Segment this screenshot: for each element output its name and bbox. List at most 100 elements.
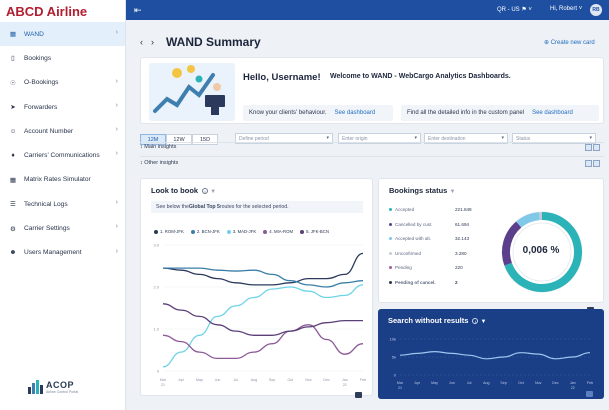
- info-icon[interactable]: i: [472, 318, 479, 325]
- chevron-right-icon: ›: [115, 126, 118, 134]
- main-insights-label: Main insights: [144, 144, 177, 150]
- status-row: Unconfirmed 3.280: [389, 251, 467, 256]
- x-tick-label: Jul: [467, 381, 472, 385]
- period-option-12m[interactable]: 12M: [140, 134, 166, 145]
- sidebar-item-carriers-communications[interactable]: ♦ Carriers' Communications ›: [0, 143, 125, 167]
- other-insights-toggle[interactable]: ↕ Other insights: [140, 160, 178, 166]
- list-view-icon[interactable]: [593, 144, 600, 151]
- status-dropdown-text: Status: [516, 135, 531, 142]
- y-tick-label: 2.0: [153, 285, 159, 290]
- chevron-right-icon: ›: [115, 199, 118, 207]
- destination-dropdown[interactable]: Enter destination ▾: [424, 133, 508, 144]
- sidebar-item-account-number[interactable]: ☺ Account Number ›: [0, 119, 125, 143]
- x-tick-label-year: 21: [161, 383, 165, 387]
- legend-swatch: [154, 229, 158, 234]
- avatar[interactable]: RB: [590, 4, 602, 16]
- period-option-12w[interactable]: 12W: [166, 134, 192, 145]
- sidebar-item-label: Users Management: [24, 249, 82, 257]
- filter-icon[interactable]: ▼: [449, 189, 456, 195]
- see-dashboard-link[interactable]: See dashboard: [532, 110, 573, 116]
- comment-icon[interactable]: [355, 392, 362, 398]
- status-row: Pending 220: [389, 265, 463, 270]
- sidebar-item-matrix-rates-simulator[interactable]: ▦ Matrix Rates Simulator: [0, 168, 125, 192]
- sidebar-item-forwarders[interactable]: ➤ Forwarders ›: [0, 95, 125, 119]
- status-label: Pending of cancel.: [395, 279, 436, 285]
- x-tick-label: Feb: [360, 378, 366, 382]
- caret-down-icon: ▾: [501, 135, 504, 141]
- legend-item[interactable]: 2. BCN-JFK: [190, 229, 220, 234]
- list-view-icon[interactable]: [593, 160, 600, 167]
- sidebar-item-label: O-Bookings: [24, 79, 59, 87]
- chevron-right-icon: ›: [115, 223, 118, 231]
- x-tick-label: May: [196, 378, 203, 382]
- status-dot: [389, 222, 392, 226]
- legend-item[interactable]: 4. MIA-ROM: [263, 229, 293, 234]
- chart-legend: 1. ROM-JFK 2. BCN-JFK 3. MAD-JFK 4. MIA-ROM…: [154, 229, 329, 234]
- status-row: Accepted with alt. 32.143: [389, 236, 469, 241]
- welcome-illustration: [149, 63, 235, 121]
- filter-icon[interactable]: ▼: [480, 319, 487, 325]
- legend-item[interactable]: 5. JFK-BCN: [300, 229, 329, 234]
- comment-icon[interactable]: [586, 391, 593, 397]
- donut-slice[interactable]: [516, 212, 541, 228]
- x-tick-label: Jan: [342, 378, 348, 382]
- status-dot: [389, 266, 392, 269]
- filter-icon[interactable]: ▼: [210, 189, 217, 195]
- legend-item[interactable]: 3. MAD-JFK: [226, 229, 256, 234]
- sidebar-item-label: Account Number: [24, 127, 74, 135]
- other-insights-view-toggle[interactable]: [585, 160, 600, 167]
- divider: [140, 156, 604, 157]
- status-dropdown[interactable]: Status ▾: [512, 133, 596, 144]
- x-tick-label: Sep: [269, 378, 275, 382]
- create-card-link[interactable]: ⊕ Create new card: [544, 39, 595, 46]
- sidebar-item-technical-logs[interactable]: ☰ Technical Logs ›: [0, 192, 125, 216]
- forward-arrow-icon[interactable]: ›: [151, 37, 154, 47]
- period-option-15d[interactable]: 15D: [192, 134, 218, 145]
- search-without-results-panel: Search without results i ▼ 0 5k 10k Mar 21 Apr…: [378, 309, 604, 399]
- acop-logo: ACOP Airline Control Portal: [28, 380, 78, 394]
- series-line[interactable]: [162, 303, 363, 336]
- status-value: 220: [455, 265, 463, 270]
- series-line[interactable]: [162, 252, 364, 286]
- x-tick-label: Jul: [233, 378, 238, 382]
- look-to-book-title-text: Look to book: [151, 186, 199, 195]
- donut-slice[interactable]: [502, 221, 522, 266]
- sidebar-item-bookings[interactable]: ▯ Bookings: [0, 46, 125, 70]
- sidebar-item-carrier-settings[interactable]: ⚙ Carrier Settings ›: [0, 216, 125, 240]
- info-icon[interactable]: i: [202, 188, 209, 195]
- sidebar-item-users-management[interactable]: ☻ Users Management ›: [0, 241, 125, 265]
- x-tick-label: Oct: [518, 381, 524, 385]
- x-tick-label: Feb: [587, 381, 593, 385]
- main-insights-toggle[interactable]: ↕ Main insights: [140, 144, 176, 150]
- legend-item[interactable]: 1. ROM-JFK: [154, 229, 184, 234]
- menu-toggle-icon[interactable]: ⇤: [134, 5, 142, 15]
- origin-dropdown-text: Enter origin: [342, 135, 368, 142]
- origin-dropdown[interactable]: Enter origin ▾: [338, 133, 421, 144]
- region-selector[interactable]: QR - US ⚑ ˅: [497, 6, 532, 13]
- insight-card-clients: Know your clients' behaviour. See dashbo…: [243, 105, 393, 121]
- sidebar-item-wand[interactable]: ▦ WAND ›: [0, 22, 125, 47]
- user-menu[interactable]: Hi, Robert ˅: [550, 6, 582, 12]
- series-line[interactable]: [162, 284, 364, 368]
- sidebar-item-o-bookings[interactable]: ☉ O-Bookings ›: [0, 71, 125, 95]
- donut-inner-ring: [512, 222, 572, 282]
- sidebar-item-label: Carriers' Communications: [24, 152, 100, 160]
- series-line[interactable]: [163, 267, 364, 288]
- donut-center-value: 0,006 %: [522, 245, 560, 256]
- grid-view-icon[interactable]: [585, 160, 592, 167]
- flag-icon: ⚑: [521, 7, 527, 13]
- see-dashboard-link[interactable]: See dashboard: [334, 110, 376, 116]
- series-line[interactable]: [399, 350, 591, 360]
- donut-slice[interactable]: [504, 212, 582, 292]
- back-arrow-icon[interactable]: ‹: [140, 37, 143, 47]
- legend-swatch: [190, 229, 195, 234]
- period-dropdown[interactable]: Define period ▾: [235, 133, 333, 144]
- main-insights-view-toggle[interactable]: [585, 144, 600, 151]
- period-filter: 12M 12W 15D: [140, 132, 218, 147]
- chevron-down-icon: ˅: [528, 7, 532, 13]
- welcome-hello: Hello, Username!: [243, 72, 321, 83]
- series-line[interactable]: [162, 324, 364, 360]
- x-tick-label: Jun: [215, 378, 221, 382]
- grid-view-icon[interactable]: [585, 144, 592, 151]
